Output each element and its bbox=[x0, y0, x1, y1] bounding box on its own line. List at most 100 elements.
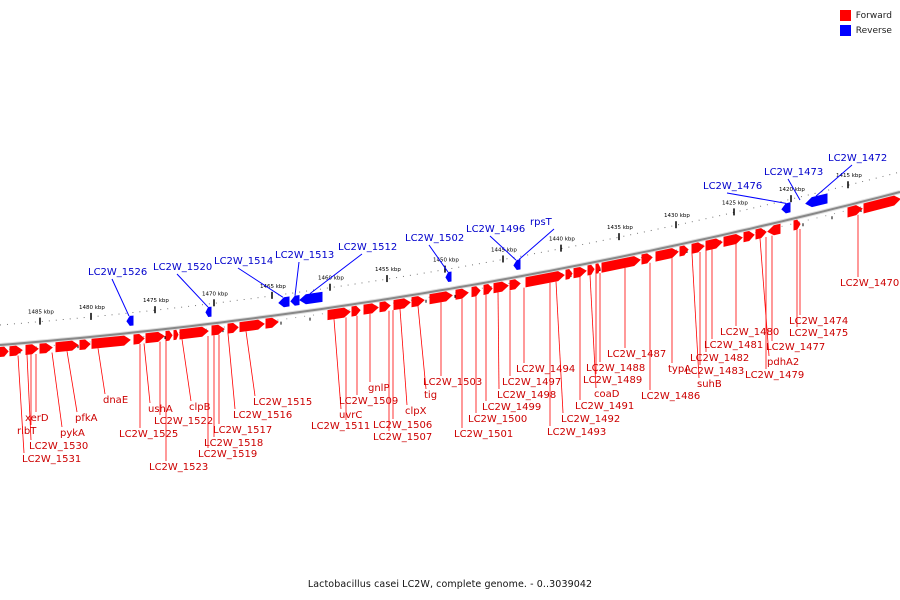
forward-gene bbox=[493, 281, 509, 294]
forward-gene bbox=[641, 253, 653, 265]
reverse-gene-label: LC2W_1476 bbox=[703, 181, 762, 192]
forward-gene bbox=[525, 271, 565, 288]
scale-tick-label: 1450 kbp bbox=[433, 258, 459, 264]
forward-gene bbox=[133, 333, 145, 345]
reverse-leader-line bbox=[489, 235, 517, 261]
forward-gene bbox=[595, 263, 601, 274]
scale-tick-label: 1470 kbp bbox=[202, 291, 228, 297]
scale-tick-label: 1475 kbp bbox=[143, 298, 169, 304]
reverse-gene-label: rpsT bbox=[530, 217, 553, 228]
reverse-leader-line bbox=[428, 244, 449, 273]
forward-gene bbox=[91, 335, 131, 349]
reverse-gene-label: LC2W_1496 bbox=[466, 224, 525, 235]
genome-backbone bbox=[0, 190, 900, 347]
reverse-leader-line bbox=[294, 261, 300, 296]
forward-gene bbox=[573, 266, 587, 279]
forward-strand-track bbox=[0, 195, 900, 358]
forward-leader-line bbox=[17, 355, 25, 454]
forward-gene-label: LC2W_1531 bbox=[22, 454, 81, 465]
reverse-leader-line bbox=[309, 253, 363, 294]
forward-leader-line bbox=[227, 333, 236, 410]
forward-gene-label: clpB bbox=[189, 402, 211, 413]
forward-gene bbox=[173, 329, 179, 341]
scale-tick-label: 1440 kbp bbox=[549, 237, 575, 243]
forward-gene-label: suhB bbox=[697, 379, 722, 390]
forward-gene bbox=[39, 343, 53, 354]
scale-tick-label: 1435 kbp bbox=[607, 225, 633, 231]
forward-gene-label: LC2W_1493 bbox=[547, 427, 606, 438]
forward-gene-label: LC2W_1515 bbox=[253, 397, 312, 408]
forward-gene-label: LC2W_1507 bbox=[373, 432, 432, 443]
reverse-gene-label: LC2W_1520 bbox=[153, 262, 212, 273]
forward-gene bbox=[25, 344, 39, 355]
reverse-leader-line bbox=[237, 267, 284, 298]
forward-gene bbox=[691, 242, 705, 254]
forward-gene bbox=[793, 219, 801, 231]
reverse-gene bbox=[781, 202, 791, 214]
reverse-swatch bbox=[839, 25, 851, 36]
forward-leader-line bbox=[417, 306, 427, 390]
forward-gene-label: LC2W_1483 bbox=[685, 366, 744, 377]
reverse-gene bbox=[805, 193, 828, 208]
reverse-leader-line bbox=[726, 192, 787, 204]
scale-tick-label: 1480 kbp bbox=[79, 305, 105, 311]
scale-tick-label: 1425 kbp bbox=[722, 200, 748, 206]
reverse-gene-label: LC2W_1502 bbox=[405, 233, 464, 244]
forward-gene-label: LC2W_1509 bbox=[339, 396, 398, 407]
forward-gene-label: dnaE bbox=[103, 395, 128, 406]
forward-gene-label: ushA bbox=[148, 404, 173, 415]
forward-gene-label: LC2W_1517 bbox=[213, 425, 272, 436]
forward-gene-label: pykA bbox=[60, 428, 85, 439]
forward-leader-line bbox=[759, 238, 770, 357]
forward-gene bbox=[755, 228, 767, 240]
forward-leader-line bbox=[333, 319, 342, 410]
forward-gene bbox=[393, 298, 411, 311]
forward-gene bbox=[379, 301, 391, 313]
forward-gene-label: LC2W_1477 bbox=[766, 342, 825, 353]
forward-gene bbox=[483, 284, 493, 296]
scale-tick-label: 1445 kbp bbox=[491, 247, 517, 253]
forward-gene-label: LC2W_1491 bbox=[575, 401, 634, 412]
forward-gene-label: coaD bbox=[594, 389, 620, 400]
forward-gene-label: LC2W_1503 bbox=[423, 377, 482, 388]
forward-gene-label: typA bbox=[668, 364, 691, 375]
forward-gene bbox=[587, 264, 595, 276]
reverse-leader-line bbox=[176, 273, 209, 308]
forward-leader-line bbox=[497, 292, 500, 390]
forward-leader-line bbox=[143, 343, 151, 404]
forward-gene-label: LC2W_1518 bbox=[204, 438, 263, 449]
forward-gene-label: LC2W_1492 bbox=[561, 414, 620, 425]
forward-gene bbox=[847, 205, 863, 218]
forward-gene bbox=[9, 345, 23, 357]
forward-gene bbox=[239, 319, 265, 333]
forward-gene bbox=[227, 322, 239, 334]
forward-gene bbox=[743, 230, 755, 243]
forward-leader-line bbox=[26, 354, 32, 441]
forward-gene bbox=[351, 305, 361, 317]
scale-tick-label: 1430 kbp bbox=[664, 213, 690, 219]
reverse-leader-line bbox=[111, 278, 130, 317]
forward-gene-label: LC2W_1501 bbox=[454, 429, 513, 440]
forward-gene-label: gnlP bbox=[368, 383, 390, 394]
forward-leader-line bbox=[51, 352, 63, 428]
forward-gene bbox=[327, 307, 351, 321]
reverse-gene-label: LC2W_1514 bbox=[214, 256, 273, 267]
forward-gene-label: LC2W_1479 bbox=[745, 370, 804, 381]
forward-gene bbox=[145, 331, 165, 344]
forward-leader-line bbox=[555, 281, 564, 414]
forward-gene bbox=[679, 245, 689, 257]
forward-gene-label: pfkA bbox=[75, 413, 98, 424]
forward-gene bbox=[429, 291, 453, 305]
forward-gene-label: LC2W_1523 bbox=[149, 462, 208, 473]
reverse-strand-track bbox=[126, 193, 828, 326]
reverse-gene-label: LC2W_1473 bbox=[764, 167, 823, 178]
forward-leader-line bbox=[97, 348, 106, 395]
forward-leader-line bbox=[66, 351, 78, 413]
scale-tick-label: 1415 kbp bbox=[836, 173, 862, 179]
forward-gene-label: LC2W_1474 bbox=[789, 316, 848, 327]
forward-gene-label: LC2W_1497 bbox=[502, 377, 561, 388]
scale-tick-label: 1420 kbp bbox=[779, 187, 805, 193]
reverse-gene bbox=[290, 295, 300, 306]
